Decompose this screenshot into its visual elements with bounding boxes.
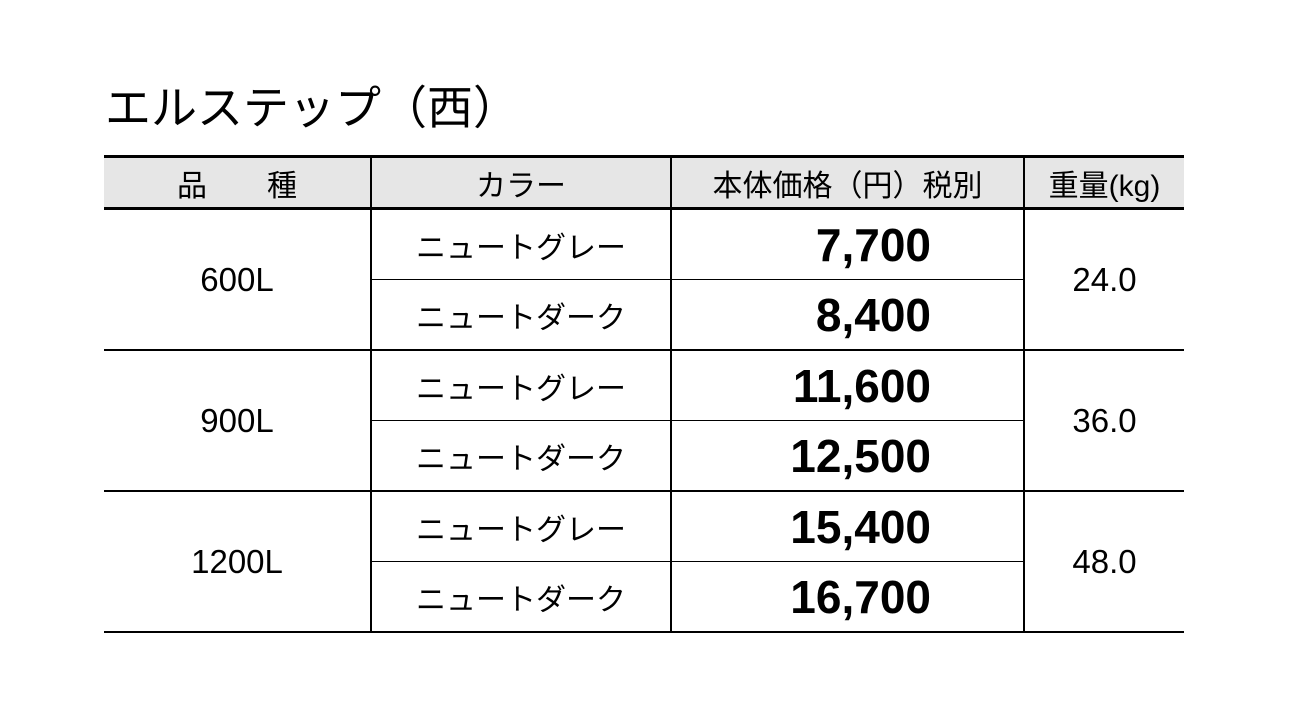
page-title: エルステップ（西） — [105, 82, 519, 134]
product-size: 900L — [104, 350, 371, 492]
price-cell: 12,500 — [670, 420, 1024, 492]
weight-cell: 24.0 — [1023, 208, 1184, 351]
table-row: 1200L ニュートグレー 15,400 48.0 — [104, 491, 1184, 633]
table-row: 900L ニュートグレー 11,600 36.0 — [104, 350, 1184, 492]
price-cell: 7,700 — [670, 208, 1024, 280]
table-header: 品 種 カラー 本体価格（円）税別 重量(kg) — [104, 155, 1184, 210]
header-product: 品 種 — [104, 155, 371, 210]
header-price: 本体価格（円）税別 — [670, 155, 1024, 210]
weight-cell: 36.0 — [1023, 350, 1184, 492]
price-cell: 8,400 — [670, 279, 1024, 351]
product-size: 1200L — [104, 491, 371, 633]
table-row: ニュートダーク 12,500 — [104, 420, 1184, 492]
weight-cell: 48.0 — [1023, 491, 1184, 633]
color-cell: ニュートダーク — [370, 420, 671, 492]
header-weight: 重量(kg) — [1023, 155, 1184, 210]
table-row: 600L ニュートグレー 7,700 24.0 — [104, 208, 1184, 351]
color-cell: ニュートダーク — [370, 561, 671, 633]
price-cell: 15,400 — [670, 491, 1024, 562]
color-cell: ニュートグレー — [370, 208, 671, 280]
table-row: ニュートダーク 16,700 — [104, 561, 1184, 633]
price-cell: 11,600 — [670, 350, 1024, 421]
color-cell: ニュートダーク — [370, 279, 671, 351]
table-row: ニュートダーク 8,400 — [104, 279, 1184, 351]
color-cell: ニュートグレー — [370, 350, 671, 421]
price-table: 品 種 カラー 本体価格（円）税別 重量(kg) 600L ニュートグレー 7,… — [104, 155, 1184, 633]
header-color: カラー — [370, 155, 671, 210]
product-size: 600L — [104, 208, 371, 351]
color-cell: ニュートグレー — [370, 491, 671, 562]
price-cell: 16,700 — [670, 561, 1024, 633]
